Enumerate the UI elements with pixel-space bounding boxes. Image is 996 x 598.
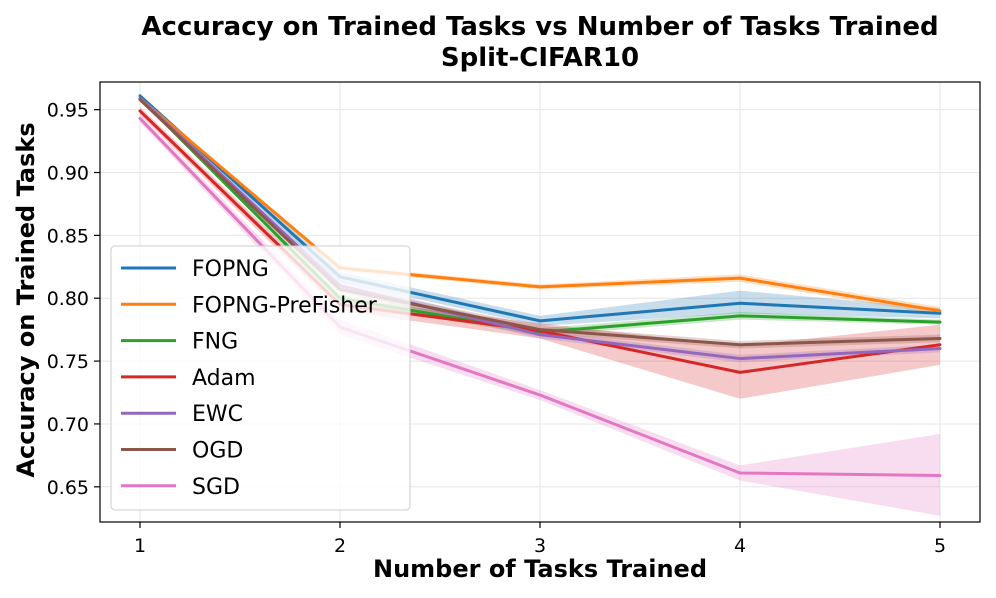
x-tick-label: 3 xyxy=(534,535,546,557)
y-tick-label: 0.85 xyxy=(47,225,89,247)
x-tick-label: 4 xyxy=(734,535,746,557)
y-axis-label: Accuracy on Trained Tasks xyxy=(12,122,40,477)
series-line-ewc xyxy=(138,96,942,361)
series-lines xyxy=(138,94,942,477)
y-tick-label: 0.80 xyxy=(47,288,89,310)
chart-subtitle: Split-CIFAR10 xyxy=(441,43,639,73)
legend-box xyxy=(110,245,411,511)
x-tick-label: 5 xyxy=(934,535,946,557)
x-axis-label: Number of Tasks Trained xyxy=(373,555,707,583)
x-tick-label: 1 xyxy=(134,535,146,557)
y-tick-label: 0.65 xyxy=(47,477,89,499)
y-tick-label: 0.70 xyxy=(47,414,89,436)
series-line-fopng xyxy=(138,94,942,323)
legend-label-fopng-prefisher: FOPNG-PreFisher xyxy=(192,293,378,318)
band-fopng xyxy=(140,94,940,326)
chart-title: Accuracy on Trained Tasks vs Number of T… xyxy=(141,12,938,42)
y-tick-label: 0.90 xyxy=(47,163,89,185)
series-line-fopng-prefisher xyxy=(138,96,942,313)
legend-label-sgd: SGD xyxy=(192,475,240,500)
legend-label-fng: FNG xyxy=(192,330,238,355)
axis-ticks: 0.65 0.70 0.75 0.80 0.85 0.90 0.95 1 2 3 4 5 xyxy=(47,100,946,557)
legend-label-ewc: EWC xyxy=(192,402,243,427)
legend-label-ogd: OGD xyxy=(192,439,243,464)
x-tick-label: 2 xyxy=(334,535,346,557)
legend: FOPNG FOPNG-PreFisher FNG Adam EWC OGD SGD xyxy=(110,245,411,511)
series-line-ogd xyxy=(138,98,942,347)
y-tick-label: 0.95 xyxy=(47,100,89,122)
legend-label-adam: Adam xyxy=(192,366,256,391)
legend-label-fopng: FOPNG xyxy=(192,257,269,282)
band-adam xyxy=(140,107,940,399)
y-tick-label: 0.75 xyxy=(47,351,89,373)
